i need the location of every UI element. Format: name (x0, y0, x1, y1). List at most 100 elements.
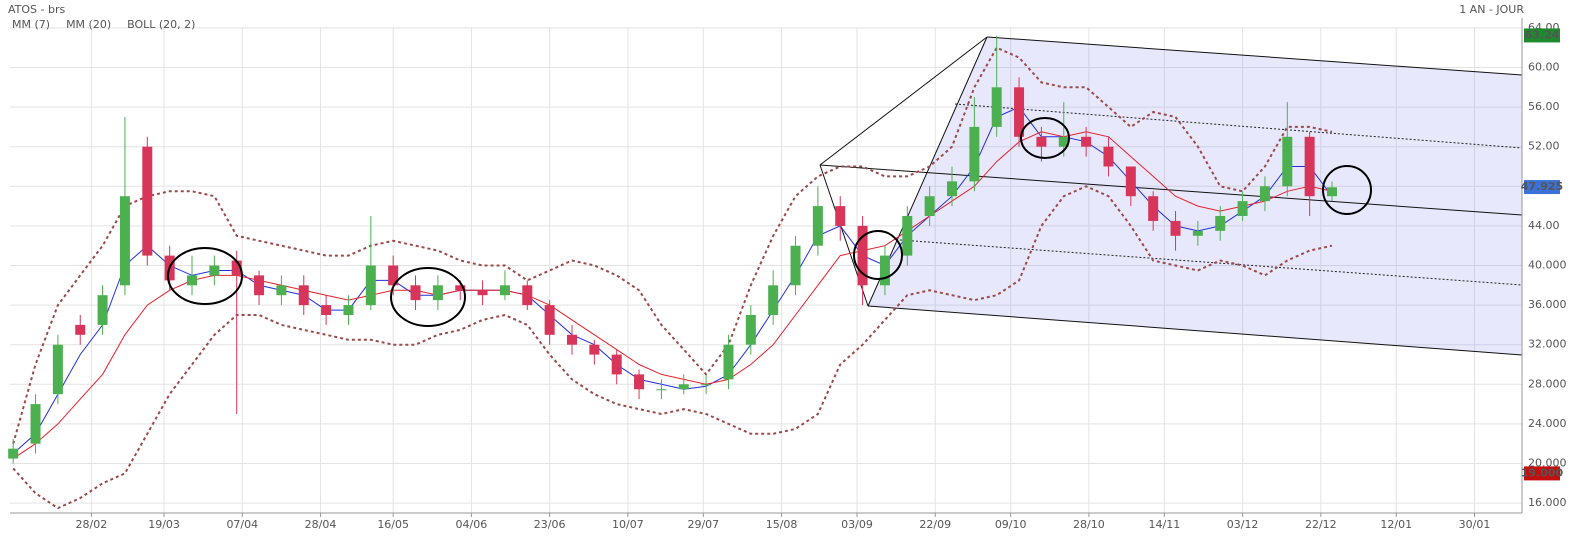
candles (8, 35, 1337, 464)
candle-body (1259, 186, 1270, 202)
price-label-box (1524, 28, 1560, 43)
indicator-line (12, 46, 1333, 444)
pitchfork-line (867, 305, 1523, 356)
pitchfork-dotted (954, 103, 1523, 149)
candle-body (1014, 87, 1025, 137)
x-tick-label: 04/06 (456, 518, 488, 531)
x-tick-label: 03/09 (841, 518, 873, 531)
candle-body (902, 216, 913, 256)
candle-body (1304, 136, 1315, 197)
candle-body (656, 389, 667, 391)
candle-body (969, 126, 980, 182)
price-label: 63.24 (1525, 28, 1560, 41)
y-tick-label: 20.000 (1528, 457, 1567, 470)
legend-entry: BOLL (20, 2) (127, 18, 195, 31)
candle-body (97, 295, 108, 325)
x-tick-label: 28/02 (76, 518, 108, 531)
x-tick-label: 30/01 (1459, 518, 1491, 531)
annotation-circle (167, 247, 243, 305)
annotations (167, 117, 1372, 327)
annotation-circle (390, 267, 466, 327)
pitchfork-line (986, 36, 1523, 76)
candle-body (254, 275, 265, 296)
x-tick-label: 15/08 (766, 518, 798, 531)
x-tick-label: 22/12 (1305, 518, 1337, 531)
y-tick-label: 44.00 (1528, 219, 1560, 232)
candle-body (1237, 201, 1248, 216)
candle-body (1148, 196, 1159, 221)
candle-body (1125, 166, 1136, 197)
candle-body (343, 305, 354, 315)
x-tick-label: 29/07 (687, 518, 719, 531)
x-tick-label: 28/10 (1073, 518, 1105, 531)
y-tick-label: 28.000 (1528, 377, 1567, 390)
candle-body (231, 260, 242, 276)
y-tick-label: 60.00 (1528, 61, 1560, 74)
candle-body (30, 404, 41, 444)
candle-body (8, 448, 19, 459)
candle-body (477, 290, 488, 296)
candle-body (947, 181, 957, 197)
price-label: 19.000 (1521, 466, 1564, 479)
axes: 16.000 20.000 24.000 28.000 32.000 36.000 40.0… (10, 18, 1567, 531)
candle-body (857, 225, 868, 286)
candle-body (522, 285, 533, 306)
legend-entry: MM (20) (66, 18, 111, 31)
chart-title: ATOS - brs (8, 3, 65, 16)
pitchfork-line (819, 36, 988, 166)
candle-body (611, 354, 622, 375)
candle-body (1058, 136, 1069, 147)
candle-body (298, 285, 309, 306)
candle-body (1170, 220, 1181, 236)
price-label-box (1524, 180, 1560, 195)
x-tick-label: 16/05 (377, 518, 409, 531)
price-label-box (1524, 466, 1560, 481)
x-tick-label: 03/12 (1227, 518, 1259, 531)
x-tick-label: 28/04 (305, 518, 337, 531)
x-tick-label: 19/03 (148, 518, 180, 531)
y-tick-label: 36.000 (1528, 298, 1567, 311)
candle-body (1036, 136, 1047, 147)
x-tick-label: 14/11 (1149, 518, 1181, 531)
y-tick-label: 56.00 (1528, 100, 1560, 113)
candle-body (119, 196, 130, 286)
x-tick-label: 07/04 (226, 518, 258, 531)
candle-body (1081, 136, 1092, 147)
candle-body (723, 344, 734, 380)
candle-body (678, 384, 689, 390)
candle-body (388, 265, 399, 286)
annotation-circle (1322, 165, 1372, 215)
candle-body (1215, 216, 1226, 231)
y-tick-label: 32.000 (1528, 338, 1567, 351)
candle-body (321, 305, 332, 315)
annotation-circle (853, 230, 903, 280)
candle-body (745, 315, 756, 345)
candle-body (634, 374, 645, 390)
candle-body (455, 285, 466, 291)
candle-body (432, 285, 443, 301)
candle-body (701, 384, 712, 386)
y-tick-label: 40.000 (1528, 259, 1567, 272)
candle-body (589, 344, 600, 355)
candle-body (567, 334, 577, 345)
candle-body (276, 285, 287, 296)
annotation-circle (1020, 117, 1070, 159)
y-tick-label: 52.00 (1528, 140, 1560, 153)
y-tick-label: 24.000 (1528, 417, 1567, 430)
x-tick-label: 23/06 (534, 518, 566, 531)
candle-body (1282, 136, 1293, 187)
candle-body (142, 146, 153, 256)
period-label: 1 AN - JOUR (1459, 3, 1524, 16)
candle-body (52, 344, 63, 395)
pitchfork-area (868, 37, 1522, 355)
candle-body (835, 206, 846, 226)
grid (10, 27, 1522, 513)
x-tick-label: 22/09 (919, 518, 951, 531)
candle-body (1103, 146, 1114, 167)
candle-body (544, 305, 555, 335)
candle-body (75, 324, 86, 335)
candle-body (209, 265, 220, 276)
candle-body (410, 285, 421, 301)
candle-body (768, 285, 779, 315)
